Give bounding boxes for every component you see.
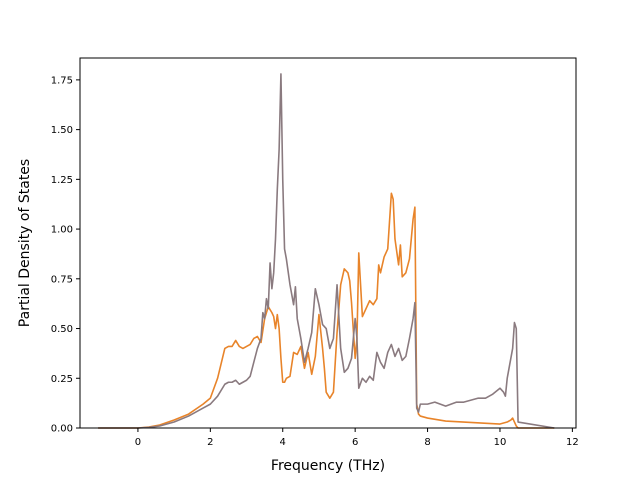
- x-tick-label: 12: [566, 437, 579, 448]
- y-tick-label: 1.50: [51, 125, 73, 136]
- x-tick-label: 2: [207, 437, 213, 448]
- x-axis-ticks: 0 2 4 6 8 10 12: [135, 428, 579, 448]
- y-tick-label: 0.00: [51, 424, 73, 435]
- y-tick-label: 0.50: [51, 324, 73, 335]
- x-tick-label: 0: [135, 437, 141, 448]
- series-line-1: [98, 192, 555, 429]
- x-tick-label: 8: [424, 437, 430, 448]
- y-tick-label: 0.25: [51, 374, 73, 385]
- x-axis-label: Frequency (THz): [271, 458, 385, 474]
- y-tick-label: 0.75: [51, 274, 73, 285]
- y-tick-label: 1.00: [51, 225, 73, 236]
- x-tick-label: 6: [352, 437, 358, 448]
- y-tick-label: 1.25: [51, 175, 73, 186]
- series-line-2: [98, 73, 555, 429]
- x-tick-label: 4: [280, 437, 286, 448]
- y-tick-label: 1.75: [51, 75, 73, 86]
- y-axis-ticks: 0.00 0.25 0.50 0.75 1.00 1.25 1.50 1.75: [51, 75, 80, 435]
- series-layer: [98, 73, 555, 429]
- plot-frame: [79, 57, 577, 429]
- x-tick-label: 10: [494, 437, 507, 448]
- y-axis-label: Partial Density of States: [17, 159, 33, 327]
